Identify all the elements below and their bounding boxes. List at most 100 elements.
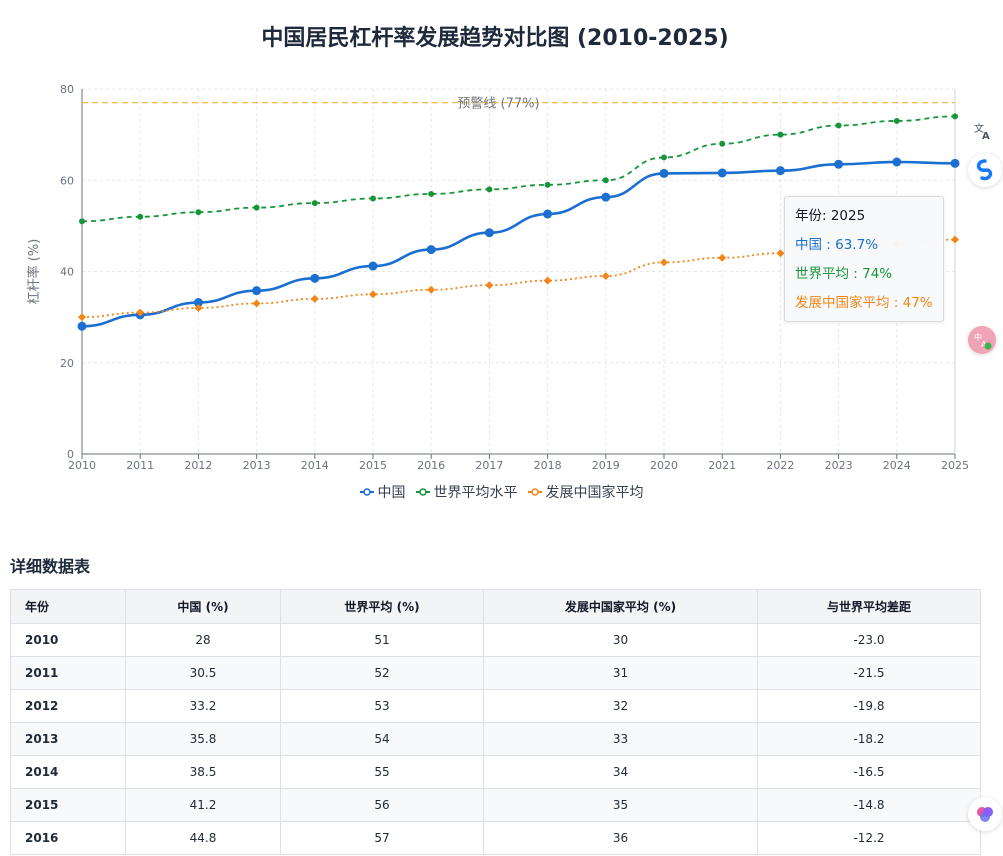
x-tick-label: 2013 [243,459,271,472]
data-point [601,272,610,281]
data-point [951,235,959,244]
data-point [544,181,551,188]
table-cell: 55 [280,755,484,789]
ai-button[interactable] [968,797,1002,831]
data-point [484,228,494,238]
table-row: 2016 44.8 57 36 -12.2 [10,821,981,855]
table-row: 2015 41.2 56 35 -14.8 [10,788,981,822]
reference-line-label: 预警线 (77%) [457,96,539,112]
data-point [543,209,553,219]
data-point [77,321,87,331]
x-tick-label: 2021 [708,459,736,472]
table-cell: 57 [280,821,484,855]
data-point [368,261,378,271]
brain-icon [977,807,993,822]
data-point [602,177,609,184]
data-point [950,158,960,168]
data-point [659,168,669,178]
table-cell: 36 [483,821,758,855]
x-tick-label: 2017 [475,459,503,472]
data-point [601,192,611,202]
table-row: 2014 38.5 55 34 -16.5 [10,755,981,789]
table-cell: -16.5 [757,755,981,789]
chart-legend: 中国 世界平均水平 发展中国家平均 [0,482,1003,502]
series-line-0 [81,160,956,328]
table-cell: 33.2 [125,689,281,723]
tooltip-china: 中国 : 63.7% [795,237,879,253]
table-cell: -14.8 [757,788,981,822]
table-cell: 31 [483,656,758,690]
legend-item-world[interactable]: 世界平均水平 [415,482,518,502]
legend-swatch-developing [527,488,542,496]
data-point [253,204,260,211]
table-cell: 53 [280,689,484,723]
data-point [370,195,376,202]
legend-item-developing[interactable]: 发展中国家平均 [527,482,644,502]
data-point [428,190,435,197]
data-point [194,304,203,312]
x-tick-label: 2022 [766,459,794,472]
series-line-1 [81,115,956,223]
data-point [775,166,785,176]
table-cell: 35.8 [125,722,281,756]
x-tick-label: 2025 [941,459,969,472]
legend-label-developing: 发展中国家平均 [545,485,644,501]
data-point [136,308,145,317]
table-title: 详细数据表 [10,557,91,576]
x-tick-label: 2019 [592,459,620,472]
translate-icon: 文A [974,122,990,141]
header-gap: 与世界平均差距 [757,589,981,624]
table-cell: 56 [280,788,484,822]
table-cell: 41.2 [125,788,281,822]
data-point [369,290,377,299]
data-point [543,276,552,285]
data-point [776,249,785,258]
data-point [193,298,203,308]
assistant-button[interactable] [968,153,1002,187]
data-table: 年份 中国 (%) 世界平均 (%) 发展中国家平均 (%) 与世界平均差距 2… [10,589,981,855]
data-point [311,200,318,207]
header-developing: 发展中国家平均 (%) [483,589,758,624]
data-point [661,154,667,161]
x-tick-label: 2012 [184,459,212,472]
table-cell: -21.5 [757,656,981,690]
chart-title: 中国居民杠杆率发展趋势对比图 (2010-2025) [261,26,729,51]
table-cell: 32 [483,689,758,723]
data-point [777,131,784,138]
data-point [834,159,844,169]
header-world: 世界平均 (%) [280,589,484,624]
y-axis-label: 杠杆率 (%) [26,239,42,305]
data-point [486,186,493,193]
table-cell: 52 [280,656,484,690]
x-tick-label: 2024 [883,459,911,472]
x-tick-label: 2015 [359,459,387,472]
table-cell: 2010 [10,623,126,657]
x-tick-label: 2014 [301,459,329,472]
data-point [310,273,320,283]
table-cell: 2011 [10,656,126,690]
svg-text:中: 中 [974,332,982,342]
table-cell: 30 [483,623,758,657]
y-tick-label: 20 [60,357,74,370]
dictionary-icon: 中A [974,332,992,350]
data-point [427,285,436,294]
table-cell: 38.5 [125,755,281,789]
data-point [660,258,668,267]
legend-label-china: 中国 [377,485,406,501]
data-point [79,218,85,225]
table-cell: 34 [483,755,758,789]
x-tick-label: 2023 [825,459,853,472]
table-cell: 54 [280,722,484,756]
chart-tooltip: 年份: 2025 中国 : 63.7% 世界平均 : 74% 发展中国家平均 :… [784,196,944,322]
table-cell: -12.2 [757,821,981,855]
legend-item-china[interactable]: 中国 [359,482,406,502]
data-point [137,213,144,220]
table-header-row: 年份 中国 (%) 世界平均 (%) 发展中国家平均 (%) 与世界平均差距 [10,589,981,624]
table-cell: 2014 [10,755,126,789]
tooltip-year: 年份: 2025 [795,208,866,224]
table-cell: 2012 [10,689,126,723]
svg-text:A: A [981,340,987,349]
data-point [893,117,900,124]
